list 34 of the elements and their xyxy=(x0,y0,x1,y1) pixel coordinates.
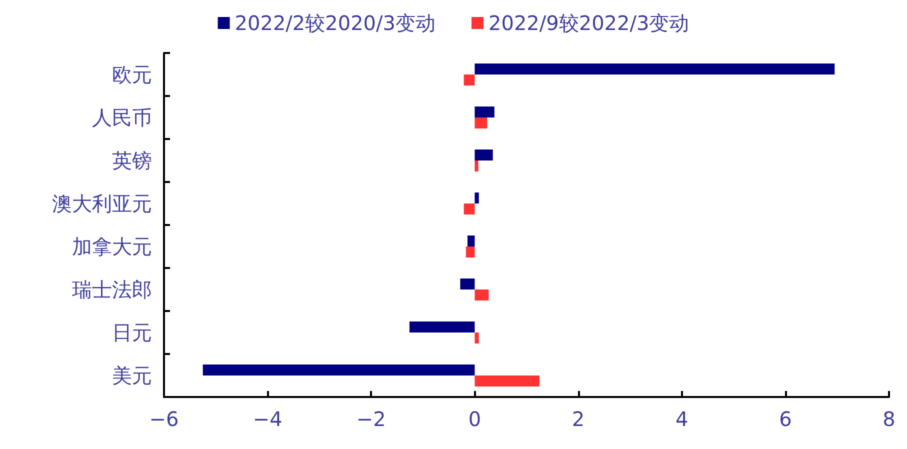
bar xyxy=(474,192,479,204)
bar xyxy=(474,160,478,172)
bar xyxy=(474,290,489,300)
y-tick-label: 英镑 xyxy=(112,148,152,172)
bar xyxy=(474,64,835,74)
y-tick-label: 加拿大元 xyxy=(72,234,152,258)
x-tick-label: −2 xyxy=(356,407,386,431)
bar xyxy=(467,236,475,246)
bar xyxy=(464,204,475,214)
legend-label: 2022/2较2020/3变动 xyxy=(234,11,436,35)
bar xyxy=(466,246,475,258)
bar xyxy=(474,106,494,118)
bar xyxy=(202,364,475,376)
x-tick-label: 4 xyxy=(675,407,688,431)
y-tick-label: 澳大利亚元 xyxy=(52,192,152,216)
x-tick-label: −4 xyxy=(252,407,282,431)
legend-label: 2022/9较2022/3变动 xyxy=(488,11,690,35)
x-tick-label: 0 xyxy=(468,407,482,431)
y-tick-label: 人民币 xyxy=(92,106,152,130)
bar xyxy=(409,322,475,332)
y-tick-label: 瑞士法郎 xyxy=(72,278,152,302)
bar xyxy=(474,332,479,344)
bar xyxy=(474,376,540,386)
y-tick-label: 欧元 xyxy=(112,62,152,86)
bar xyxy=(464,74,475,86)
y-tick-label: 美元 xyxy=(112,364,152,388)
bar xyxy=(474,118,488,128)
y-tick-label: 日元 xyxy=(112,320,152,344)
x-tick-label: −6 xyxy=(149,407,179,431)
x-tick-label: 6 xyxy=(779,407,792,431)
bar xyxy=(460,278,475,290)
x-tick-label: 8 xyxy=(882,407,896,431)
bar xyxy=(474,150,493,160)
x-tick-label: 2 xyxy=(572,407,585,431)
